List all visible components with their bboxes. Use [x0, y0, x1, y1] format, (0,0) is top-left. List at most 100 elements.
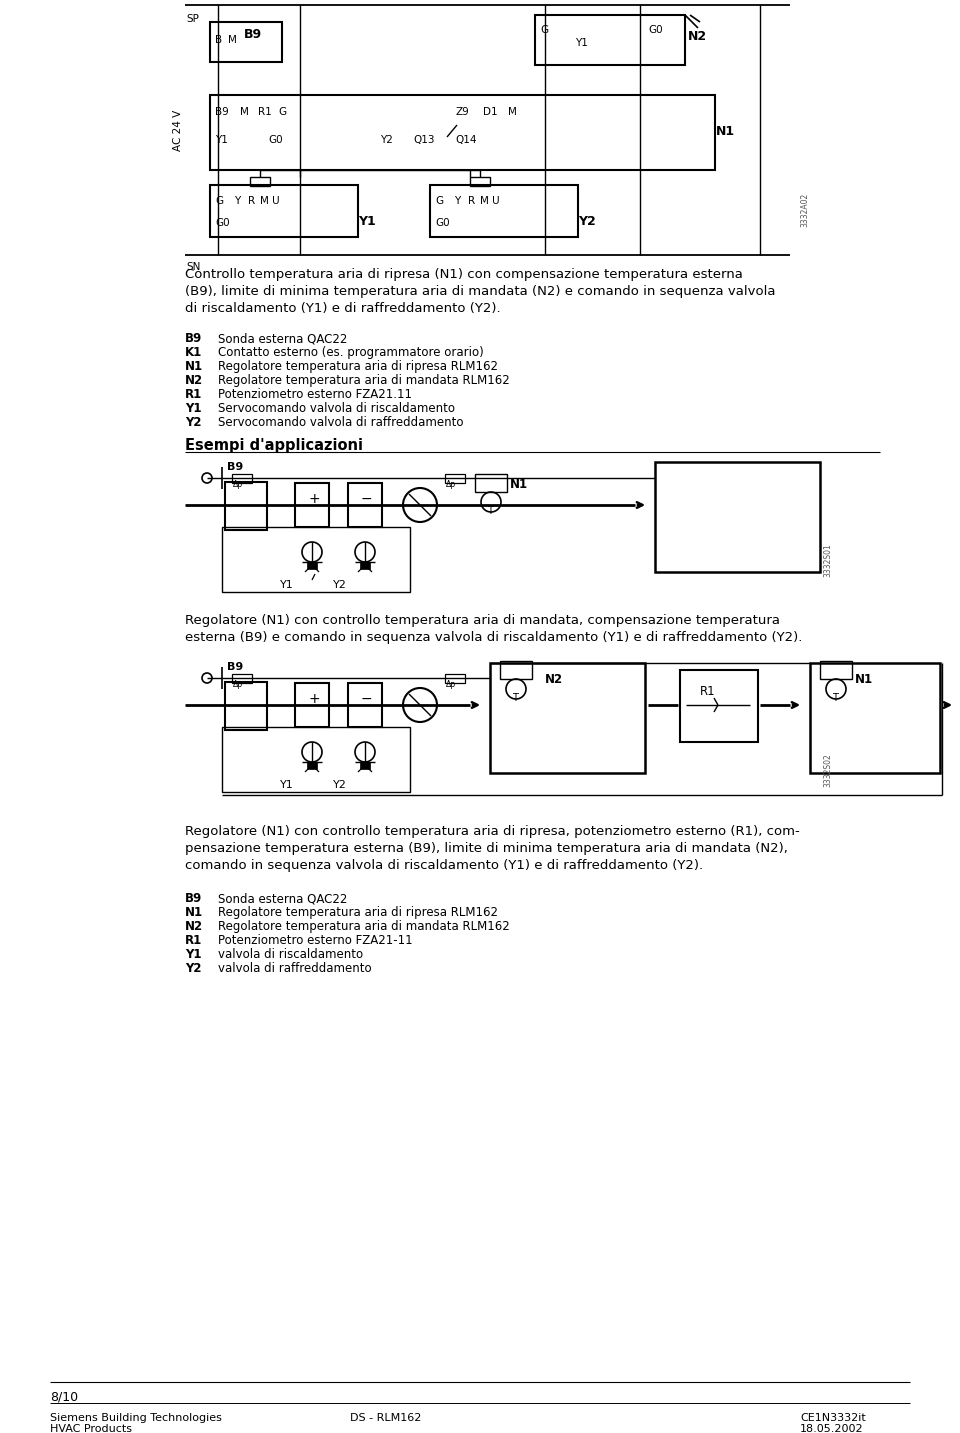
Text: M: M: [508, 107, 516, 118]
Text: N2: N2: [185, 920, 204, 933]
Bar: [820, 661, 852, 679]
Text: Y2: Y2: [333, 580, 347, 590]
Bar: [307, 762, 317, 770]
Bar: [445, 674, 465, 684]
Bar: [680, 671, 758, 742]
Bar: [430, 185, 578, 236]
Text: 3332S01: 3332S01: [823, 543, 832, 577]
Text: Y1: Y1: [358, 215, 375, 228]
Text: 3332A02: 3332A02: [800, 193, 809, 226]
Text: G: G: [278, 107, 286, 118]
Text: G: G: [540, 24, 548, 34]
Text: G0: G0: [648, 24, 662, 34]
Text: Regolatore temperatura aria di mandata RLM162: Regolatore temperatura aria di mandata R…: [218, 920, 510, 933]
Bar: [232, 474, 252, 483]
Text: R1: R1: [258, 107, 272, 118]
Text: B9: B9: [185, 891, 203, 906]
Text: B9: B9: [244, 29, 262, 42]
Text: Y2: Y2: [185, 416, 202, 428]
Text: Δp: Δp: [446, 681, 456, 689]
Text: −: −: [361, 692, 372, 706]
Text: Regolatore (N1) con controllo temperatura aria di ripresa, potenziometro esterno: Regolatore (N1) con controllo temperatur…: [185, 825, 800, 873]
Bar: [295, 684, 329, 727]
Bar: [210, 95, 715, 171]
Text: G0: G0: [435, 218, 449, 228]
Bar: [470, 178, 490, 186]
Text: Esempi d'applicazioni: Esempi d'applicazioni: [185, 438, 363, 453]
Text: DS - RLM162: DS - RLM162: [350, 1413, 421, 1423]
Text: N1: N1: [716, 125, 735, 138]
Text: K1: K1: [185, 345, 203, 360]
Text: +: +: [308, 492, 320, 506]
Bar: [307, 562, 317, 569]
Text: Potenziometro esterno FZA21.11: Potenziometro esterno FZA21.11: [218, 388, 412, 401]
Text: Y1: Y1: [280, 580, 294, 590]
Text: Y1: Y1: [215, 135, 228, 145]
Bar: [225, 481, 267, 530]
Text: N1: N1: [510, 479, 528, 492]
Bar: [225, 682, 267, 729]
Text: Controllo temperatura aria di ripresa (N1) con compensazione temperatura esterna: Controllo temperatura aria di ripresa (N…: [185, 268, 776, 315]
Bar: [475, 474, 507, 492]
Text: valvola di raffreddamento: valvola di raffreddamento: [218, 962, 372, 974]
Text: Δp: Δp: [446, 480, 456, 489]
Bar: [348, 483, 382, 527]
Text: Y2: Y2: [185, 962, 202, 974]
Bar: [500, 661, 532, 679]
Bar: [222, 527, 410, 592]
Text: G0: G0: [215, 218, 229, 228]
Bar: [348, 684, 382, 727]
Text: Regolatore temperatura aria di mandata RLM162: Regolatore temperatura aria di mandata R…: [218, 374, 510, 387]
Text: Siemens Building Technologies: Siemens Building Technologies: [50, 1413, 222, 1423]
Text: M U: M U: [260, 196, 279, 206]
Bar: [222, 727, 410, 792]
Text: 3332S02: 3332S02: [823, 754, 832, 787]
Text: Sonda esterna QAC22: Sonda esterna QAC22: [218, 891, 348, 906]
Text: Y2: Y2: [380, 135, 393, 145]
Bar: [232, 674, 252, 684]
Text: AC 24 V: AC 24 V: [173, 109, 183, 150]
Text: +: +: [308, 692, 320, 706]
Text: Y: Y: [234, 196, 240, 206]
Text: Servocomando valvola di riscaldamento: Servocomando valvola di riscaldamento: [218, 403, 455, 416]
Text: HVAC Products: HVAC Products: [50, 1424, 132, 1433]
Text: B: B: [215, 34, 222, 44]
Text: Regolatore (N1) con controllo temperatura aria di mandata, compensazione tempera: Regolatore (N1) con controllo temperatur…: [185, 613, 803, 643]
Text: Y1: Y1: [185, 403, 202, 416]
Text: G: G: [215, 196, 223, 206]
Text: G0: G0: [268, 135, 282, 145]
Bar: [810, 663, 940, 772]
Text: N2: N2: [545, 674, 564, 686]
Text: Regolatore temperatura aria di ripresa RLM162: Regolatore temperatura aria di ripresa R…: [218, 906, 498, 919]
Text: B9: B9: [185, 332, 203, 345]
Bar: [535, 14, 685, 64]
Text: G: G: [435, 196, 444, 206]
Text: valvola di riscaldamento: valvola di riscaldamento: [218, 949, 363, 962]
Bar: [295, 483, 329, 527]
Text: R: R: [248, 196, 255, 206]
Text: Z9: Z9: [455, 107, 468, 118]
Bar: [445, 474, 465, 483]
Text: R: R: [468, 196, 475, 206]
Text: M U: M U: [480, 196, 499, 206]
Text: N2: N2: [688, 30, 708, 43]
Text: Y: Y: [454, 196, 460, 206]
Bar: [360, 762, 370, 770]
Text: Sonda esterna QAC22: Sonda esterna QAC22: [218, 332, 348, 345]
Text: B9: B9: [227, 461, 243, 471]
Text: Y2: Y2: [333, 780, 347, 790]
Text: Q14: Q14: [455, 135, 476, 145]
Text: R1: R1: [700, 685, 715, 698]
Text: T: T: [832, 694, 838, 704]
Text: −: −: [361, 492, 372, 506]
Text: Regolatore temperatura aria di ripresa RLM162: Regolatore temperatura aria di ripresa R…: [218, 360, 498, 373]
Text: Servocomando valvola di raffreddamento: Servocomando valvola di raffreddamento: [218, 416, 464, 428]
Text: Y2: Y2: [578, 215, 596, 228]
Text: M: M: [240, 107, 249, 118]
Text: B9: B9: [215, 107, 228, 118]
Text: T: T: [487, 506, 492, 516]
Bar: [210, 185, 358, 236]
Bar: [210, 21, 282, 62]
Text: Δp: Δp: [233, 681, 243, 689]
Text: SN: SN: [186, 262, 201, 272]
